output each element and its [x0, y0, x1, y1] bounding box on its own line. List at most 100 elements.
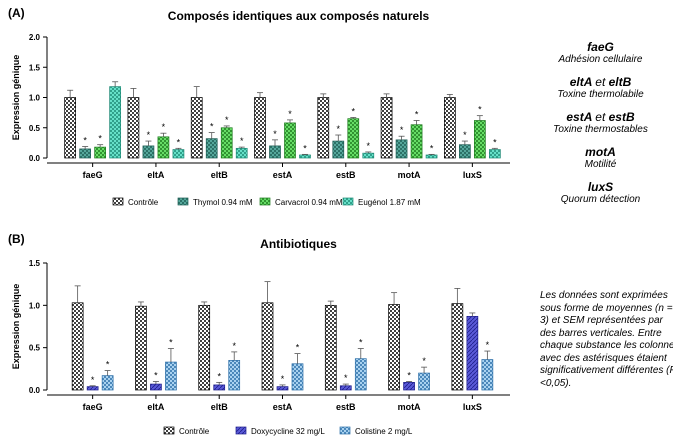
- significance-asterisk: *: [177, 137, 181, 147]
- bar: [362, 152, 375, 159]
- significance-asterisk: *: [303, 143, 307, 153]
- bar: [291, 363, 304, 391]
- x-tick-label: estB: [336, 170, 356, 180]
- x-tick-label: eltB: [211, 170, 229, 180]
- significance-asterisk: *: [478, 105, 482, 115]
- chart-panel-0: Composés identiques aux composés naturel…: [11, 9, 510, 207]
- bar: [94, 146, 106, 159]
- gene-function-legend: faeG Adhésion cellulaire eltA et eltB To…: [528, 40, 673, 215]
- gene-name: estA: [566, 110, 592, 124]
- significance-asterisk: *: [337, 124, 341, 134]
- legend-swatch: [235, 426, 247, 435]
- gene-name: motA: [585, 145, 616, 159]
- significance-asterisk: *: [98, 134, 102, 144]
- bar: [444, 97, 456, 159]
- y-axis-label: Expression génique: [11, 284, 21, 370]
- x-tick-label: estA: [273, 170, 293, 180]
- gene-name: faeG: [587, 40, 614, 54]
- bar: [481, 359, 494, 391]
- gene-joiner: et: [595, 110, 606, 124]
- y-tick-label: 2.0: [29, 33, 41, 42]
- significance-asterisk: *: [422, 356, 426, 366]
- y-tick-label: 1.5: [29, 259, 41, 268]
- significance-asterisk: *: [225, 115, 229, 125]
- bar: [388, 304, 400, 391]
- bar: [64, 97, 76, 159]
- chart-panel-1: Antibiotiques 0.0 0.5 1.0 1.5 Expression géni…: [11, 237, 510, 436]
- gene-name-2: eltB: [608, 75, 632, 89]
- gene-description: Adhésion cellulaire: [558, 54, 643, 65]
- gene-description: Quorum détection: [560, 194, 641, 205]
- bar: [269, 145, 281, 159]
- bar: [324, 304, 337, 391]
- gene-description: Toxine thermolabile: [557, 89, 644, 100]
- x-tick-label: motA: [398, 170, 421, 180]
- significance-asterisk: *: [296, 343, 300, 353]
- bar: [157, 136, 170, 159]
- gene-entry-esta-estb: estA et estB Toxine thermostables: [528, 110, 673, 136]
- bar: [101, 375, 114, 391]
- bar: [354, 358, 367, 391]
- bar: [261, 302, 274, 391]
- bar: [451, 303, 464, 391]
- bar: [109, 86, 121, 159]
- significance-asterisk: *: [147, 130, 151, 140]
- gene-entry-elta-eltb: eltA et eltB Toxine thermolabile: [528, 75, 673, 101]
- bar: [172, 149, 185, 159]
- significance-asterisk: *: [162, 122, 166, 132]
- y-tick-label: 1.5: [29, 63, 41, 72]
- significance-asterisk: *: [91, 375, 95, 385]
- x-tick-label: eltA: [147, 402, 165, 412]
- bar: [459, 144, 471, 159]
- panel-b-label: (B): [8, 232, 25, 246]
- significance-asterisk: *: [273, 129, 277, 139]
- significance-asterisk: *: [288, 109, 292, 119]
- y-tick-label: 0.5: [29, 344, 41, 353]
- bar: [142, 145, 155, 159]
- bar: [395, 139, 408, 159]
- bar: [403, 382, 415, 391]
- bar: [410, 124, 423, 159]
- legend-label: Thymol 0.94 mM: [193, 198, 253, 207]
- bar: [228, 360, 241, 391]
- legend-label: Colistine 2 mg/L: [355, 427, 413, 436]
- bar: [347, 118, 360, 159]
- legend-label: Contrôle: [179, 427, 210, 436]
- significance-asterisk: *: [430, 143, 434, 153]
- y-axis-label: Expression génique: [11, 55, 21, 141]
- bar: [135, 305, 147, 391]
- legend-label: Contrôle: [128, 198, 159, 207]
- gene-entry-mota: motA Motilité: [528, 145, 673, 171]
- gene-name: eltA: [569, 75, 592, 89]
- legend-swatch: [112, 197, 124, 206]
- legend-swatch: [342, 197, 354, 206]
- panel-a-label: (A): [8, 6, 25, 20]
- significance-asterisk: *: [407, 371, 411, 381]
- chart-title: Antibiotiques: [260, 237, 337, 251]
- legend-swatch: [163, 426, 175, 435]
- significance-asterisk: *: [281, 374, 285, 384]
- legend-swatch: [339, 426, 351, 435]
- bar: [284, 122, 296, 159]
- significance-asterisk: *: [106, 360, 110, 370]
- y-tick-label: 0.5: [29, 124, 41, 133]
- x-tick-label: estA: [273, 402, 293, 412]
- bar: [339, 385, 352, 391]
- x-tick-label: luxS: [463, 170, 482, 180]
- significance-asterisk: *: [493, 137, 497, 147]
- gene-name: luxS: [587, 180, 614, 194]
- significance-asterisk: *: [232, 341, 236, 351]
- significance-asterisk: *: [154, 371, 158, 381]
- bar: [198, 304, 211, 391]
- chart-title: Composés identiques aux composés naturel…: [168, 9, 430, 23]
- significance-asterisk: *: [400, 125, 404, 135]
- bar: [190, 97, 203, 159]
- bar: [466, 315, 479, 391]
- significance-asterisk: *: [169, 338, 173, 348]
- significance-asterisk: *: [210, 122, 214, 132]
- figure-note: Les données sont exprimées sous forme de…: [540, 290, 673, 389]
- significance-asterisk: *: [352, 106, 356, 116]
- bar: [220, 127, 233, 159]
- significance-asterisk: *: [367, 141, 371, 151]
